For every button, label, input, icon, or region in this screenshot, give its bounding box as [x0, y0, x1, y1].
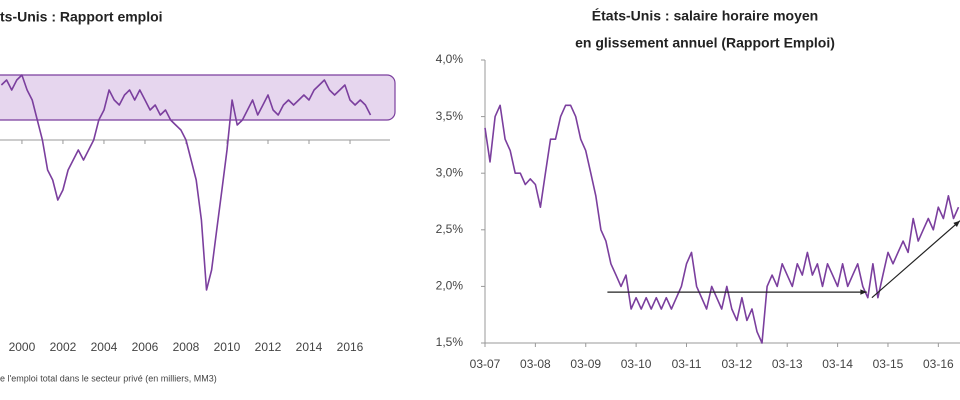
x-tick-label: 2008: [173, 340, 200, 354]
x-tick-label: 2002: [50, 340, 77, 354]
chart-title: ts-Unis : Rapport emploi: [0, 9, 163, 25]
y-tick-label: 3,0%: [436, 165, 464, 179]
trend-arrowhead: [953, 220, 960, 228]
highlight-band: [0, 74, 396, 121]
x-tick-label: 2012: [255, 340, 282, 354]
x-tick-label: 2000: [9, 340, 36, 354]
x-tick-label: 03-11: [672, 357, 702, 371]
y-tick-label: 4,0%: [436, 52, 464, 66]
x-tick-label: 2004: [91, 340, 118, 354]
y-tick-label: 1,5%: [436, 335, 464, 349]
trend-arrowhead: [860, 289, 867, 295]
x-tick-label: 2006: [132, 340, 159, 354]
y-tick-label: 2,5%: [436, 222, 464, 236]
x-tick-label: 03-14: [822, 357, 853, 371]
y-tick-label: 3,5%: [436, 109, 464, 123]
data-line: [0, 74, 372, 291]
x-tick-label: 03-07: [470, 357, 501, 371]
chart-title: en glissement annuel (Rapport Emploi): [575, 35, 835, 51]
data-line: [484, 104, 960, 344]
x-tick-label: 03-08: [520, 357, 551, 371]
x-tick-label: 03-15: [873, 357, 904, 371]
trend-line: [871, 220, 960, 299]
chart-title: États-Unis : salaire horaire moyen: [592, 8, 818, 24]
x-tick-label: 03-10: [621, 357, 652, 371]
x-tick-label: 2016: [337, 340, 364, 354]
x-tick-label: 03-09: [570, 357, 601, 371]
y-tick-label: 2,0%: [436, 279, 464, 293]
x-tick-label: 03-16: [923, 357, 954, 371]
chart-note: e l'emploi total dans le secteur privé (…: [0, 373, 217, 383]
x-tick-label: 03-13: [772, 357, 803, 371]
x-tick-label: 2010: [214, 340, 241, 354]
x-tick-label: 03-12: [722, 357, 753, 371]
x-tick-label: 2014: [296, 340, 323, 354]
